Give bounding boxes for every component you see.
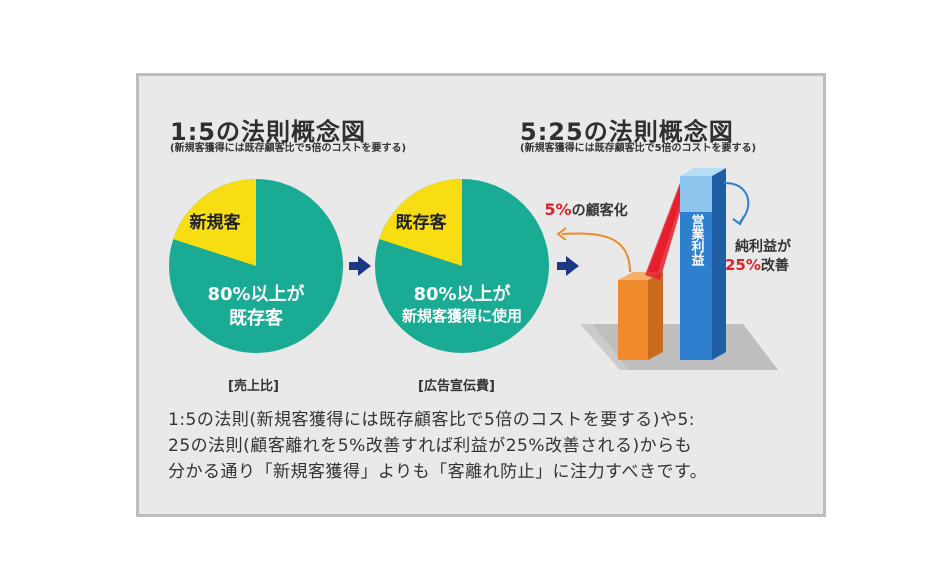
summary-text: 1:5の法則(新規客獲得には既存顧客比で5倍のコストを要する)や5: 25の法則… [168, 407, 808, 485]
pie2-big-label-line2: 新規客獲得に使用 [402, 307, 522, 325]
summary-line-3: 分かる通り「新規客獲得」よりも「客離れ防止」に注力すべきです。 [168, 462, 708, 482]
retention-arrow [561, 232, 631, 273]
pie-sales-ratio: 新規客 80%以上が 既存客 [169, 179, 343, 353]
summary-line-1: 1:5の法則(新規客獲得には既存顧客比で5倍のコストを要する)や5: [168, 410, 695, 430]
bar-retention [618, 272, 663, 360]
bar-operating-profit [680, 168, 726, 360]
pie-ad-existing-slice [379, 179, 462, 266]
pie1-big-label-line1: 80%以上が [207, 283, 304, 305]
pie-ad-cost: 既存客 80%以上が 新規客獲得に使用 [375, 179, 549, 353]
right-subtitle: (新規客獲得には既存顧客比で5倍のコストを要する) [520, 143, 757, 154]
summary-line-2: 25の法則(顧客離れを5%改善すれば利益が25%改善される)からも [168, 436, 693, 456]
arrow-right-icon [349, 256, 371, 276]
pie1-big-label-line2: 既存客 [229, 307, 284, 329]
right-title: 5:25の法則概念図 [520, 118, 734, 146]
profit-label-line1: 純利益が [735, 238, 792, 255]
profit-arrow [723, 181, 750, 223]
pie2-small-label: 既存客 [396, 212, 448, 233]
pie1-small-label: 新規客 [190, 212, 242, 233]
retention-label: 5%の顧客化 [544, 200, 627, 219]
left-subtitle: (新規客獲得には既存顧客比で5倍のコストを要する) [170, 143, 407, 154]
arrow-right-icon [557, 256, 579, 276]
pie2-big-label-line1: 80%以上が [413, 283, 510, 305]
pie2-caption: [広告宣伝費] [418, 379, 495, 394]
profit-label-line2: 25%改善 [725, 256, 789, 274]
pie-sales-new-slice [173, 179, 256, 266]
left-title: 1:5の法則概念図 [170, 118, 366, 146]
pie1-caption: [売上比] [228, 379, 279, 394]
bar-operating-profit-label: 営業利益 [689, 213, 706, 267]
